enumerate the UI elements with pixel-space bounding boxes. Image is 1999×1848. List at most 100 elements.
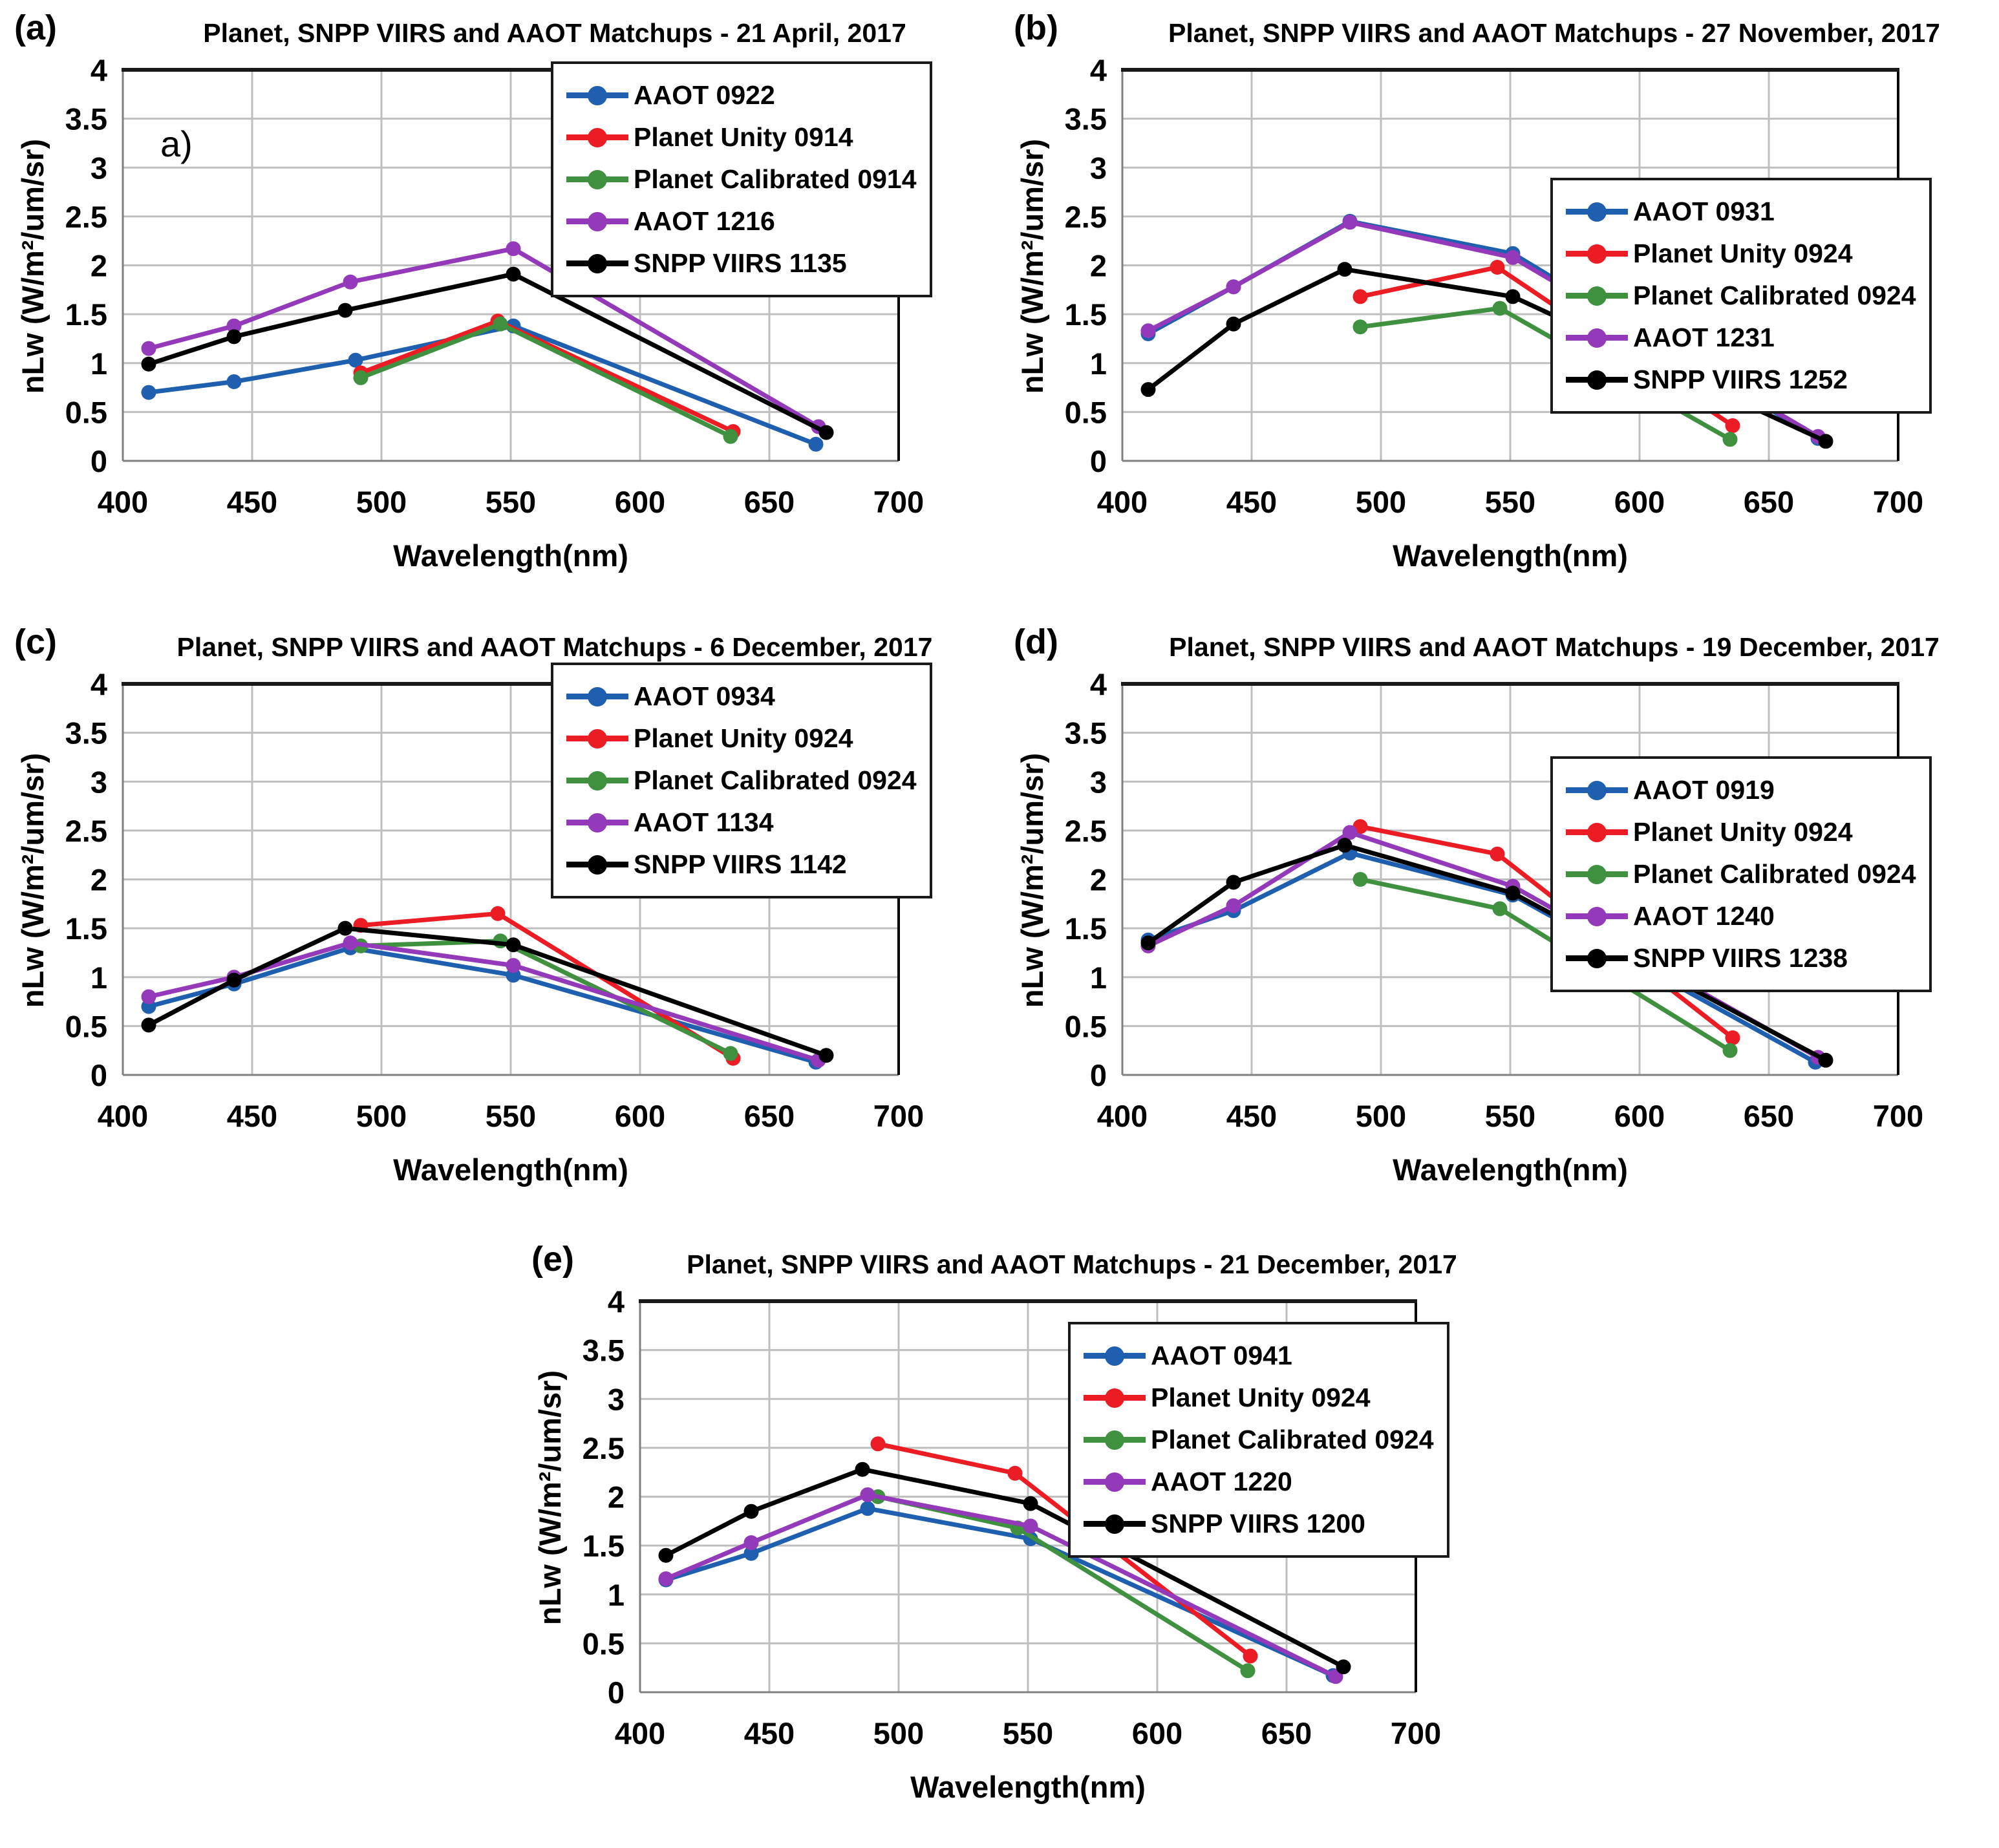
legend-item: Planet Calibrated 0924 [1566,275,1916,317]
y-axis-tick-label: 0.5 [1065,395,1107,429]
data-point [490,906,506,921]
data-point [343,935,358,951]
y-axis-tick-label: 1 [1090,961,1107,995]
x-axis-tick-label: 700 [1391,1716,1441,1750]
y-axis-tick-label: 1 [91,346,107,381]
data-point [870,1436,886,1452]
y-axis-tick-label: 0.5 [65,395,107,429]
y-axis-tick-label: 1.5 [65,911,107,946]
legend-marker [1084,1388,1146,1408]
legend-label: AAOT 1240 [1633,901,1775,931]
y-axis-tick-label: 1 [1090,346,1107,381]
legend: AAOT 0941 Planet Unity 0924 Planet Calibra… [1068,1322,1449,1558]
y-axis-tick-label: 4 [1090,53,1107,87]
x-axis-tick-label: 500 [356,1099,407,1133]
data-point [818,1048,834,1063]
plot-area: 0 0.5 1 1.5 2 2.5 3 3.5 4 400 450 500 550 600 650 700 [65,667,925,1133]
x-axis-tick-label: 600 [1614,1099,1665,1133]
y-axis-tick-label: 2.5 [65,200,107,234]
data-point [506,958,521,973]
x-axis-title: Wavelength(nm) [1393,1152,1628,1187]
data-point [723,429,738,444]
legend-item: AAOT 0931 [1566,191,1916,233]
data-point [1023,1496,1038,1511]
data-point [1352,289,1368,304]
legend-item: Planet Unity 0924 [1566,233,1916,275]
y-axis-tick-label: 0 [91,1058,107,1092]
data-point [506,937,521,953]
legend-item: SNPP VIIRS 1200 [1084,1503,1434,1545]
data-point [1140,382,1156,398]
legend-label: SNPP VIIRS 1238 [1633,943,1848,973]
data-point [1243,1648,1258,1664]
legend-item: AAOT 1216 [566,200,917,242]
legend-marker [566,812,628,833]
legend-item: AAOT 1220 [1084,1461,1434,1503]
data-point [1722,1043,1738,1058]
y-axis-tick-label: 1 [91,961,107,995]
legend-label: Planet Calibrated 0924 [1633,859,1916,889]
y-axis-tick-label: 2 [91,249,107,283]
data-point [860,1501,875,1516]
x-axis-tick-label: 650 [744,485,795,519]
legend-label: AAOT 0931 [1633,196,1775,226]
data-point [743,1535,759,1551]
legend-label: AAOT 1231 [1633,323,1775,352]
panel-label: (b) [1014,8,1058,47]
legend-label: Planet Calibrated 0914 [634,164,917,194]
x-axis-title: Wavelength(nm) [393,1152,628,1187]
legend-marker [1566,328,1628,348]
x-axis-tick-label: 450 [1226,1099,1277,1133]
y-axis-tick-label: 2.5 [1065,200,1107,234]
x-axis-tick-label: 450 [227,485,277,519]
data-point [808,436,824,452]
data-point [658,1547,674,1563]
data-point [1725,418,1740,433]
legend-marker [566,253,628,273]
data-point [743,1503,759,1519]
y-axis-tick-label: 0.5 [583,1626,625,1661]
x-axis-tick-label: 400 [98,1099,148,1133]
legend-label: AAOT 1220 [1151,1467,1292,1496]
y-axis-tick-label: 4 [91,667,107,701]
legend-marker [566,127,628,147]
data-point [855,1461,870,1477]
legend-marker [1566,864,1628,884]
x-axis-tick-label: 400 [1097,485,1148,519]
data-point [226,318,242,334]
x-axis-tick-label: 600 [615,485,665,519]
y-axis-tick-label: 3 [608,1382,625,1416]
y-axis-tick-label: 0 [608,1675,625,1710]
chart-panel-c: (c) Planet, SNPP VIIRS and AAOT Matchups… [0,614,999,1218]
x-axis-tick-label: 550 [1485,1099,1535,1133]
x-axis-tick-label: 500 [1356,485,1406,519]
data-point [1352,319,1368,335]
panel-label: (c) [14,622,57,661]
x-axis-tick-label: 450 [227,1099,277,1133]
legend-label: Planet Unity 0924 [1633,239,1853,268]
data-point [226,374,242,389]
data-point [1342,825,1358,840]
data-point [743,1545,759,1561]
legend-label: AAOT 0919 [1633,775,1775,805]
legend-label: Planet Calibrated 0924 [1151,1425,1434,1454]
legend: AAOT 0931 Planet Unity 0924 Planet Calibra… [1550,178,1932,414]
chart-title: Planet, SNPP VIIRS and AAOT Matchups - 2… [203,18,906,48]
data-point [1492,301,1508,316]
x-axis-tick-label: 550 [1003,1716,1053,1750]
legend-item: AAOT 0922 [566,74,917,116]
legend: AAOT 0919 Planet Unity 0924 Planet Calibra… [1550,756,1932,992]
y-axis-tick-label: 3 [91,765,107,799]
data-point [1336,1659,1351,1675]
x-axis-tick-label: 650 [1744,1099,1794,1133]
data-point [1226,875,1241,890]
plot-area: 0 0.5 1 1.5 2 2.5 3 3.5 4 400 450 500 550 600 650 700 [583,1284,1442,1750]
x-axis-tick-label: 600 [1614,485,1665,519]
legend-label: Planet Unity 0924 [1633,817,1853,847]
data-point [348,352,363,368]
legend-item: AAOT 1134 [566,802,917,844]
data-point [1818,434,1833,449]
data-point [506,241,521,257]
data-point [1140,935,1156,951]
y-axis-tick-label: 2 [1090,863,1107,897]
